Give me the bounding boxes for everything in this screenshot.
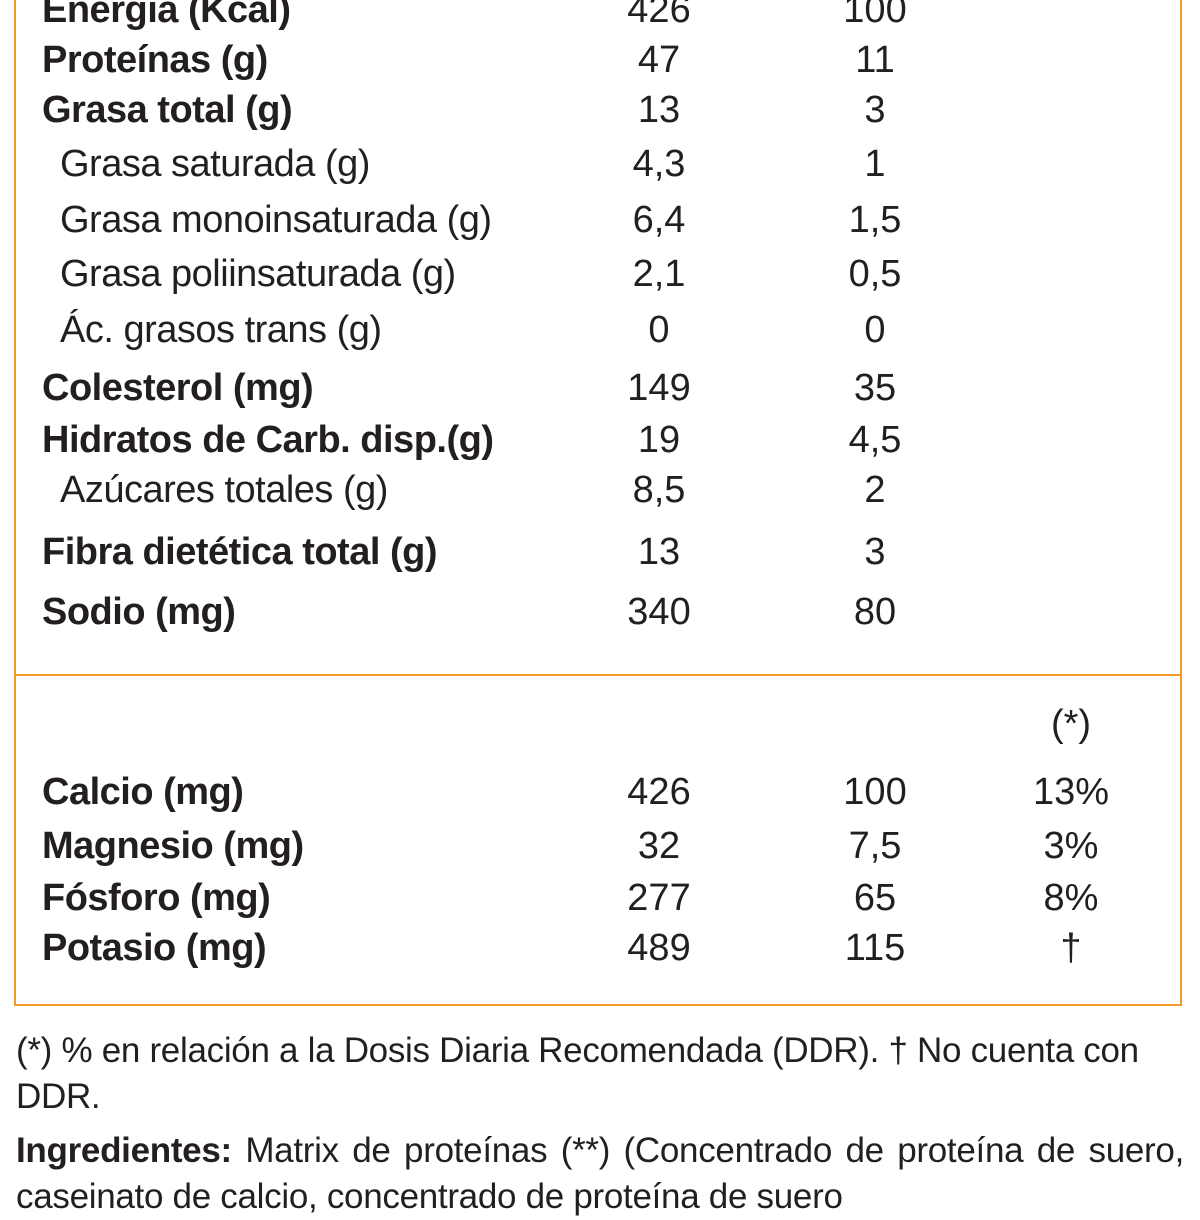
ddr-percent: 8% bbox=[1043, 877, 1099, 919]
mineral-label: Fósforo (mg) bbox=[42, 877, 271, 919]
nutrient-row: Azúcares totales (g) 8,5 2 bbox=[16, 466, 1180, 514]
value-per-portion: 0 bbox=[864, 309, 886, 351]
nutrient-row: Sodio (mg) 340 80 bbox=[16, 588, 1180, 636]
ddr-footnote: (*) % en relación a la Dosis Diaria Reco… bbox=[16, 1031, 1139, 1116]
ddr-percent: † bbox=[1060, 927, 1082, 969]
value-per-portion: 4,5 bbox=[848, 419, 902, 461]
nutrient-row: Grasa monoinsaturada (g) 6,4 1,5 bbox=[16, 196, 1180, 244]
value-per-100g: 47 bbox=[637, 39, 681, 81]
nutrient-row: Grasa saturada (g) 4,3 1 bbox=[16, 140, 1180, 188]
value-per-100g: 4,3 bbox=[632, 143, 686, 185]
value-per-portion: 2 bbox=[864, 469, 886, 511]
ingredients-paragraph: Ingredientes: Matrix de proteínas (**) (… bbox=[16, 1128, 1184, 1220]
nutrient-row: Grasa total (g) 13 3 bbox=[16, 86, 1180, 134]
value-per-100g: 8,5 bbox=[632, 469, 686, 511]
nutrient-label: Grasa saturada (g) bbox=[60, 143, 370, 185]
nutrient-row: Proteínas (g) 47 11 bbox=[16, 36, 1180, 84]
value-per-portion: 35 bbox=[853, 367, 897, 409]
value-per-100g: 0 bbox=[648, 309, 670, 351]
nutrient-row: Colesterol (mg) 149 35 bbox=[16, 364, 1180, 412]
value-per-100g: 340 bbox=[627, 591, 691, 633]
nutrient-label: Colesterol (mg) bbox=[42, 367, 314, 409]
value-per-portion: 65 bbox=[853, 877, 897, 919]
nutrient-label: Fibra dietética total (g) bbox=[42, 531, 437, 573]
ddr-column-header: (*) bbox=[1050, 703, 1092, 745]
nutrition-table-main: Energía (Kcal) 426 100 Proteínas (g) 47 … bbox=[14, 0, 1182, 676]
ingredients-label: Ingredientes: bbox=[16, 1131, 232, 1170]
nutrient-label: Hidratos de Carb. disp.(g) bbox=[42, 419, 494, 461]
value-per-portion: 7,5 bbox=[848, 825, 902, 867]
nutrient-label: Grasa poliinsaturada (g) bbox=[60, 253, 456, 295]
nutrient-row: Grasa poliinsaturada (g) 2,1 0,5 bbox=[16, 250, 1180, 298]
value-per-100g: 2,1 bbox=[632, 253, 686, 295]
value-per-100g: 426 bbox=[627, 771, 691, 813]
mineral-label: Potasio (mg) bbox=[42, 927, 267, 969]
value-per-portion: 1 bbox=[864, 143, 886, 185]
nutrient-label: Proteínas (g) bbox=[42, 39, 268, 81]
value-per-portion: 100 bbox=[843, 771, 907, 813]
nutrient-row: Ác. grasos trans (g) 0 0 bbox=[16, 306, 1180, 354]
ddr-percent: 13% bbox=[1032, 771, 1110, 813]
mineral-label: Magnesio (mg) bbox=[42, 825, 304, 867]
mineral-label: Calcio (mg) bbox=[42, 771, 244, 813]
nutrient-label: Ác. grasos trans (g) bbox=[60, 309, 382, 351]
column-header-row: (*) bbox=[16, 700, 1180, 748]
value-per-100g: 19 bbox=[637, 419, 681, 461]
value-per-100g: 6,4 bbox=[632, 199, 686, 241]
value-per-portion: 3 bbox=[864, 89, 886, 131]
value-per-100g: 277 bbox=[627, 877, 691, 919]
nutrient-row: Fibra dietética total (g) 13 3 bbox=[16, 528, 1180, 576]
nutrient-label: Sodio (mg) bbox=[42, 591, 236, 633]
ingredients-text: Matrix de proteínas (**) (Concentrado de… bbox=[16, 1131, 1184, 1216]
value-per-100g: 13 bbox=[637, 89, 681, 131]
value-per-100g: 489 bbox=[627, 927, 691, 969]
value-per-100g: 149 bbox=[627, 367, 691, 409]
nutrient-label: Energía (Kcal) bbox=[42, 0, 291, 31]
value-per-portion: 11 bbox=[855, 39, 895, 81]
value-per-portion: 115 bbox=[844, 927, 906, 969]
value-per-portion: 0,5 bbox=[848, 253, 902, 295]
value-per-portion: 3 bbox=[864, 531, 886, 573]
nutrient-label: Azúcares totales (g) bbox=[60, 469, 388, 511]
value-per-portion: 1,5 bbox=[848, 199, 902, 241]
nutrient-label: Grasa total (g) bbox=[42, 89, 293, 131]
ddr-percent: 3% bbox=[1043, 825, 1099, 867]
mineral-row: Calcio (mg) 426 100 13% bbox=[16, 768, 1180, 816]
mineral-row: Potasio (mg) 489 115 † bbox=[16, 924, 1180, 972]
mineral-row: Magnesio (mg) 32 7,5 3% bbox=[16, 822, 1180, 870]
value-per-portion: 100 bbox=[843, 0, 907, 31]
mineral-row: Fósforo (mg) 277 65 8% bbox=[16, 874, 1180, 922]
nutrient-row: Hidratos de Carb. disp.(g) 19 4,5 bbox=[16, 416, 1180, 464]
nutrient-label: Grasa monoinsaturada (g) bbox=[60, 199, 492, 241]
nutrition-table-minerals: (*) Calcio (mg) 426 100 13% Magnesio (mg… bbox=[14, 674, 1182, 1006]
value-per-100g: 13 bbox=[637, 531, 681, 573]
value-per-100g: 426 bbox=[627, 0, 691, 31]
nutrient-row: Energía (Kcal) 426 100 bbox=[16, 0, 1180, 34]
value-per-portion: 80 bbox=[853, 591, 897, 633]
value-per-100g: 32 bbox=[637, 825, 681, 867]
